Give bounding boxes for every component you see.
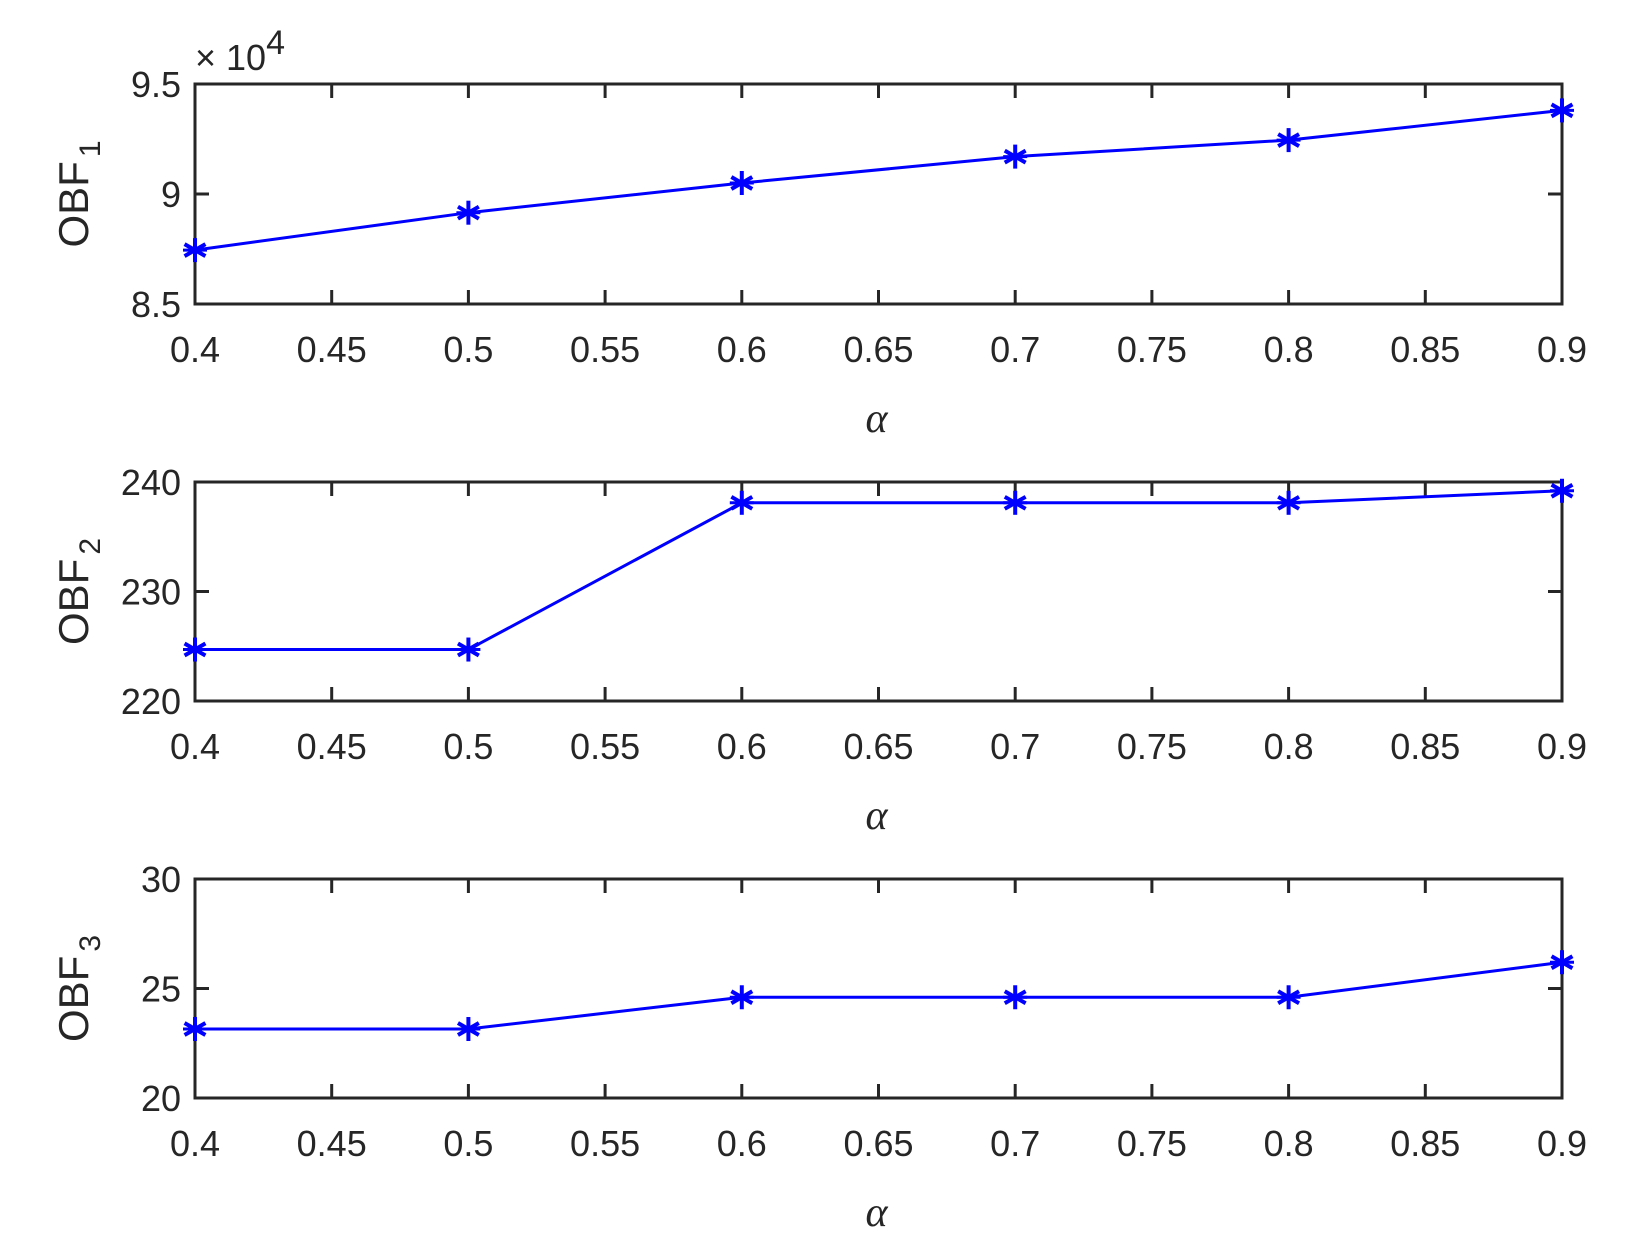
- x-tick-label: 0.75: [1117, 726, 1187, 767]
- x-tick-label: 0.55: [570, 726, 640, 767]
- asterisk-marker-icon: [183, 1017, 207, 1042]
- asterisk-marker-icon: [1003, 985, 1028, 1010]
- x-tick-label: 0.85: [1390, 726, 1460, 767]
- data-line: [195, 960, 1563, 1031]
- x-tick-label: 0.9: [1537, 726, 1587, 767]
- asterisk-marker-icon: [1550, 950, 1574, 975]
- y-tick-label: 8.5: [131, 284, 181, 325]
- asterisk-marker-icon: [1550, 478, 1574, 503]
- y-tick-label: 30: [141, 859, 181, 900]
- x-axis-label: α: [865, 396, 888, 442]
- y-tick-label: 9: [161, 174, 181, 215]
- x-tick-label: 0.6: [717, 329, 767, 370]
- asterisk-marker-icon: [1003, 144, 1028, 169]
- x-tick-label: 0.5: [443, 329, 493, 370]
- asterisk-marker-icon: [729, 490, 754, 515]
- y-tick-label: 230: [121, 572, 181, 613]
- x-tick-label: 0.45: [297, 329, 367, 370]
- x-tick-label: 0.85: [1390, 1123, 1460, 1164]
- asterisk-marker-icon: [1003, 490, 1028, 515]
- x-tick-label: 0.55: [570, 329, 640, 370]
- x-tick-label: 0.5: [443, 726, 493, 767]
- x-tick-label: 0.6: [717, 726, 767, 767]
- x-tick-label: 0.8: [1264, 1123, 1314, 1164]
- x-tick-label: 0.6: [717, 1123, 767, 1164]
- y-tick-label: 240: [121, 462, 181, 503]
- asterisk-marker-icon: [456, 637, 481, 662]
- x-axis-label: α: [865, 1190, 888, 1236]
- x-tick-label: 0.65: [843, 329, 913, 370]
- x-tick-label: 0.55: [570, 1123, 640, 1164]
- data-line: [195, 489, 1563, 652]
- x-tick-label: 0.75: [1117, 1123, 1187, 1164]
- y-tick-label: 9.5: [131, 64, 181, 105]
- axes-box: [193, 480, 1564, 703]
- x-tick-label: 0.4: [170, 1123, 220, 1164]
- asterisk-marker-icon: [183, 238, 207, 263]
- asterisk-marker-icon: [183, 637, 207, 662]
- subplot-2: 0.4 0.45 0.5 0.55 0.6 0.65 0.7 0.75 0.8 0.85 0.9 22…: [50, 462, 1587, 839]
- y-axis-label: OBF2: [50, 538, 107, 645]
- x-tick-label: 0.7: [990, 1123, 1040, 1164]
- asterisk-marker-icon: [1276, 490, 1301, 515]
- axes-box: [193, 82, 1564, 306]
- y-tick-label: 20: [141, 1078, 181, 1119]
- y-tick-label: 220: [121, 681, 181, 722]
- subplot-1: 0.4 0.45 0.5 0.55 0.6 0.65 0.7 0.75 0.8 0.85 0.9 8.…: [50, 24, 1587, 442]
- subplot-3: 0.4 0.45 0.5 0.55 0.6 0.65 0.7 0.75 0.8 0.85 0.9 20…: [50, 859, 1587, 1236]
- x-tick-label: 0.7: [990, 726, 1040, 767]
- x-tick-label: 0.4: [170, 329, 220, 370]
- x-tick-label: 0.8: [1264, 329, 1314, 370]
- asterisk-marker-icon: [456, 1017, 481, 1042]
- asterisk-marker-icon: [729, 171, 754, 195]
- asterisk-marker-icon: [1550, 98, 1574, 123]
- x-tick-label: 0.4: [170, 726, 220, 767]
- x-axis-label: α: [865, 793, 888, 839]
- x-tick-label: 0.45: [297, 1123, 367, 1164]
- x-tick-label: 0.9: [1537, 1123, 1587, 1164]
- asterisk-marker-icon: [1276, 985, 1301, 1010]
- y-axis-label: OBF3: [50, 935, 107, 1042]
- x-tick-label: 0.65: [843, 1123, 913, 1164]
- x-tick-label: 0.9: [1537, 329, 1587, 370]
- y-tick-label: 25: [141, 969, 181, 1010]
- y-axis-label: OBF1: [50, 140, 107, 247]
- x-tick-label: 0.65: [843, 726, 913, 767]
- x-tick-label: 0.8: [1264, 726, 1314, 767]
- x-tick-label: 0.7: [990, 329, 1040, 370]
- x-tick-label: 0.85: [1390, 329, 1460, 370]
- asterisk-marker-icon: [1276, 128, 1301, 153]
- x-tick-label: 0.75: [1117, 329, 1187, 370]
- asterisk-marker-icon: [729, 985, 754, 1010]
- x-tick-label: 0.45: [297, 726, 367, 767]
- x-tick-label: 0.5: [443, 1123, 493, 1164]
- asterisk-marker-icon: [456, 200, 481, 225]
- data-line: [194, 108, 1563, 252]
- y-multiplier: × 104: [195, 24, 285, 78]
